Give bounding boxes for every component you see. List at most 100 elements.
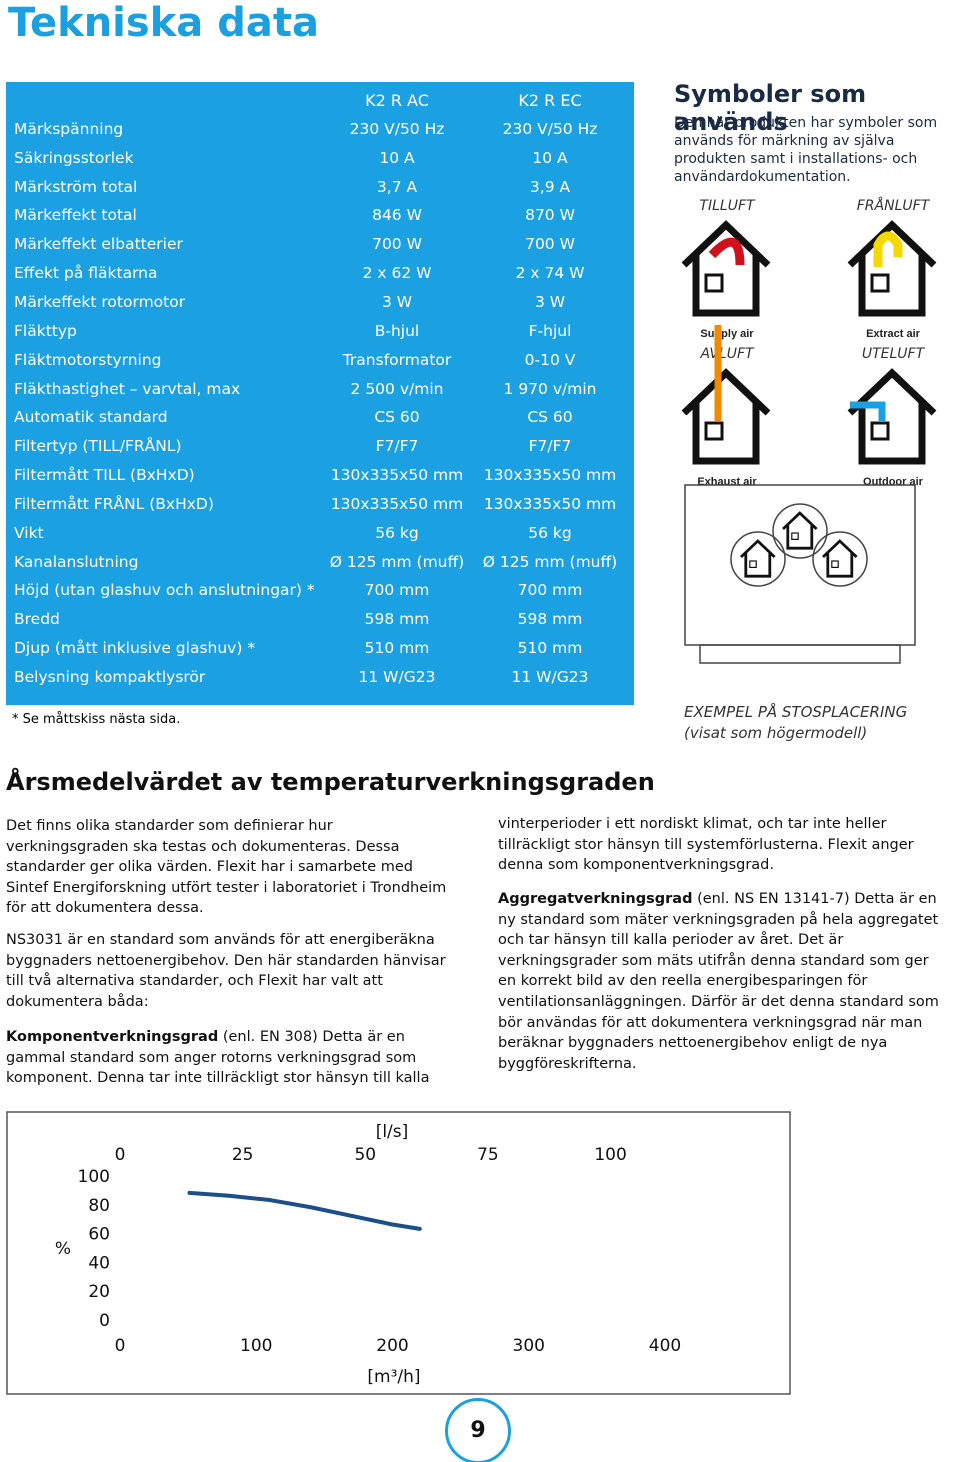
unit-outline — [684, 484, 916, 646]
window-icon — [870, 273, 890, 293]
table-cell: 2 x 74 W — [515, 264, 585, 283]
page-number: 9 — [445, 1398, 511, 1462]
table-cell: 870 W — [525, 206, 575, 225]
line-series — [187, 1190, 422, 1231]
table-cell: 2 500 v/min — [350, 379, 444, 398]
symbol-caption: Exhaust air — [697, 476, 757, 488]
text: (enl. NS EN 13141-7) Detta är en ny stan… — [498, 891, 939, 1072]
symbol-label: UTELUFT — [862, 346, 926, 362]
table-cell: 700 mm — [364, 581, 430, 600]
window-icon — [749, 560, 757, 569]
y-tick-label: 0 — [99, 1311, 110, 1331]
table-cell: 130x335x50 mm — [330, 494, 464, 513]
paragraph: vinterperioder i ett nordiskt klimat, oc… — [498, 816, 914, 874]
house-icon — [847, 220, 937, 317]
table-cell: 11 W/G23 — [358, 668, 436, 686]
y-tick-label: 100 — [78, 1167, 110, 1187]
x-axis-label: [m³/h] — [367, 1367, 420, 1387]
table-cell: 10 A — [379, 148, 415, 167]
table-cell: Belysning kompaktlysrör — [14, 668, 206, 686]
table-cell: Märkeffekt elbatterier — [14, 235, 183, 254]
table-cell: CS 60 — [527, 408, 573, 427]
table-cell: Vikt — [14, 523, 44, 542]
table-cell: K2 R AC — [365, 91, 429, 110]
table-cell: B-hjul — [374, 321, 420, 340]
x2-tick-label: 75 — [477, 1145, 499, 1165]
window-icon — [791, 532, 799, 541]
table-cell: 230 V/50 Hz — [349, 119, 445, 138]
unit-base — [699, 644, 901, 664]
table-cell: CS 60 — [374, 408, 420, 427]
table-cell: Filtermått FRÅNL (BxHxD) — [14, 494, 214, 513]
table-cell: 130x335x50 mm — [483, 494, 617, 513]
table-cell: Märkeffekt rotormotor — [14, 292, 186, 311]
spec-table: K2 R AC K2 R EC Märkspänning 230 V/50 Hz 230… — [6, 82, 634, 705]
arrow — [708, 237, 745, 266]
table-cell: Märkeffekt total — [14, 206, 137, 225]
x2-tick-label: 0 — [115, 1145, 126, 1165]
y-axis-label: % — [55, 1239, 71, 1259]
table-cell: Ø 125 mm (muff) — [329, 552, 465, 571]
symbols-graphic: TILLUFT Supply air FRÅNLUFT Extract air AVLU… — [681, 197, 937, 664]
x2-tick-label: 50 — [354, 1145, 376, 1165]
table-cell: K2 R EC — [518, 91, 582, 110]
table-cell: Bredd — [14, 610, 60, 629]
symbols-title: Symboler som används — [674, 80, 867, 136]
table-cell: 3,7 A — [376, 177, 418, 196]
table-cell: Märkspänning — [14, 119, 124, 138]
table-cell: Fläktmotorstyrning — [14, 350, 162, 369]
symbol-caption: Supply air — [700, 328, 754, 340]
table-cell: 700 W — [372, 235, 422, 254]
symbols-text: Den här produkten har symboler som använ… — [674, 115, 938, 185]
table-cell: Ø 125 mm (muff) — [482, 552, 618, 571]
x2-tick-label: 25 — [232, 1145, 254, 1165]
table-cell: Transformator — [342, 350, 452, 369]
chart-border — [6, 1111, 791, 1395]
table-cell: 1 970 v/min — [503, 379, 597, 398]
table-cell: 598 mm — [364, 610, 430, 629]
table-cell: 700 mm — [517, 581, 583, 600]
table-cell: Märkström total — [14, 177, 138, 196]
table-cell: 130x335x50 mm — [330, 466, 464, 485]
table-cell: Djup (mått inklusive glashuv) * — [14, 639, 256, 658]
house-icon — [822, 539, 858, 578]
paragraph: Det finns olika standarder som definiera… — [6, 818, 447, 917]
table-cell: 130x335x50 mm — [483, 466, 617, 485]
table-cell: 510 mm — [364, 639, 430, 658]
x-tick-label: 300 — [513, 1336, 545, 1356]
symbol-label: AVLUFT — [699, 346, 755, 362]
stub-circle — [772, 503, 828, 559]
table-cell: 510 mm — [517, 639, 583, 658]
table-cell: 3 W — [534, 292, 566, 311]
bold-term: Komponentverkningsgrad — [6, 1029, 219, 1045]
x-tick-label: 0 — [115, 1336, 126, 1356]
symbol-label: FRÅNLUFT — [857, 197, 931, 214]
article-heading: Årsmedelvärdet av temperaturverkningsgra… — [6, 768, 655, 796]
symbol-caption: Extract air — [866, 328, 921, 340]
stub-circle — [730, 531, 786, 587]
table-cell: Filtertyp (TILL/FRÅNL) — [14, 437, 182, 456]
table-cell: 230 V/50 Hz — [502, 119, 598, 138]
example-caption: EXEMPEL PÅ STOSPLACERING (visat som höge… — [684, 702, 907, 744]
table-cell: 846 W — [372, 206, 422, 225]
arrow — [873, 231, 903, 267]
table-cell: 700 W — [525, 235, 575, 254]
table-cell: Höjd (utan glashuv och anslutningar) * — [14, 581, 315, 600]
example-line: EXEMPEL PÅ STOSPLACERING — [684, 703, 908, 721]
window-icon — [870, 421, 890, 441]
example-line: (visat som högermodell) — [684, 724, 868, 742]
paragraph: Aggregatverkningsgrad (enl. NS EN 13141-… — [498, 889, 950, 1074]
house-icon — [782, 511, 818, 550]
y-tick-label: 60 — [88, 1225, 110, 1245]
table-cell: Kanalanslutning — [14, 552, 139, 571]
house-icon — [681, 368, 771, 465]
window-icon — [704, 421, 724, 441]
footnote: * Se måttskiss nästa sida. — [12, 712, 181, 727]
text: (enl. EN 308) Detta är en gammal standar… — [6, 1029, 430, 1087]
arrow — [850, 401, 886, 421]
table-cell: 2 x 62 W — [362, 264, 432, 283]
window-icon — [831, 560, 839, 569]
x-tick-label: 100 — [240, 1336, 272, 1356]
